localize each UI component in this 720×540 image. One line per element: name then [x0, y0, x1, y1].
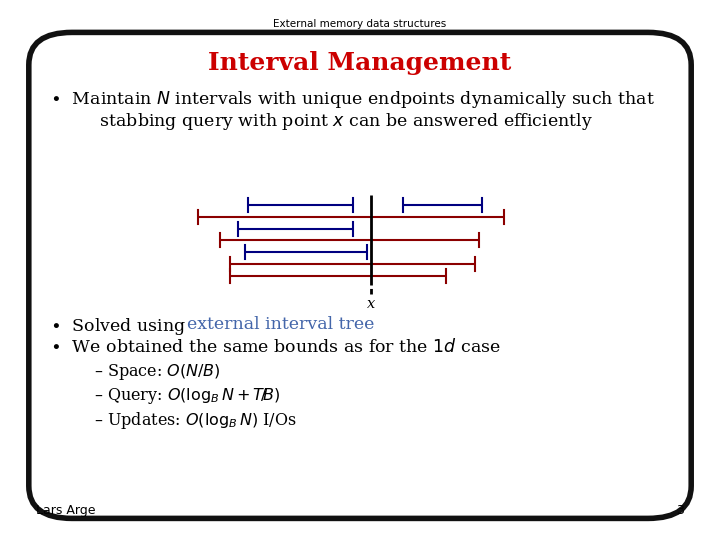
FancyBboxPatch shape	[29, 32, 691, 518]
Text: external interval tree: external interval tree	[187, 316, 374, 333]
Text: – Query: $O(\log_B N + T\!/\!B)$: – Query: $O(\log_B N + T\!/\!B)$	[94, 386, 280, 406]
Text: Lars Arge: Lars Arge	[36, 504, 96, 517]
Text: x: x	[366, 297, 375, 311]
Text: – Space: $O(N/B)$: – Space: $O(N/B)$	[94, 362, 220, 382]
Text: $\bullet$  Solved using: $\bullet$ Solved using	[50, 316, 187, 337]
Text: stabbing query with point $x$ can be answered efficiently: stabbing query with point $x$ can be ans…	[50, 111, 593, 132]
Text: 3: 3	[676, 504, 684, 517]
Text: $\bullet$  We obtained the same bounds as for the $\mathit{1d}$ case: $\bullet$ We obtained the same bounds as…	[50, 338, 501, 355]
Text: External memory data structures: External memory data structures	[274, 19, 446, 29]
Text: $\bullet$  Maintain $N$ intervals with unique endpoints dynamically such that: $\bullet$ Maintain $N$ intervals with un…	[50, 89, 655, 110]
Text: Interval Management: Interval Management	[208, 51, 512, 75]
Text: – Updates: $O(\log_B N)$ I/Os: – Updates: $O(\log_B N)$ I/Os	[94, 410, 297, 431]
